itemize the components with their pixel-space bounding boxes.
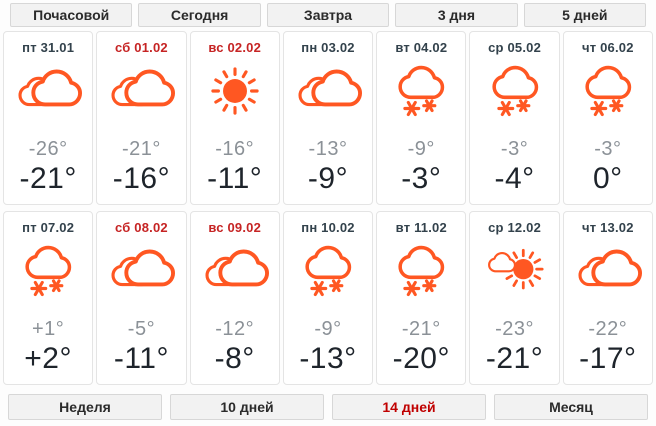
tab-month[interactable]: Месяц [494, 394, 648, 420]
night-temp: -3° [500, 138, 529, 160]
day-card[interactable]: пн 10.02 -9° -13° [282, 211, 374, 385]
weather-icon [106, 245, 176, 297]
day-card-date: пт 31.01 [22, 40, 75, 55]
day-card-date: пт 07.02 [22, 220, 75, 235]
night-temp: +1° [31, 318, 65, 340]
day-card[interactable]: пт 31.01 -26° -21° [3, 31, 94, 205]
weather-icon [200, 245, 270, 297]
day-card[interactable]: пн 03.02 -13° -9° [282, 31, 374, 205]
day-card[interactable]: вт 11.02 -21° -20° [376, 211, 467, 385]
day-card-date: пн 03.02 [301, 40, 355, 55]
night-temp: -9° [407, 138, 435, 160]
day-card[interactable]: сб 01.02 -21° -16° [96, 31, 187, 205]
day-card[interactable]: ср 12.02 -23° -21° [469, 211, 560, 385]
tab-14-days[interactable]: 14 дней [332, 394, 486, 420]
night-temp: -21° [121, 138, 161, 160]
day-temp: -21° [485, 342, 544, 375]
tab-tomorrow[interactable]: Завтра [266, 3, 390, 27]
day-card-date: сб 08.02 [115, 220, 168, 235]
day-card-date: чт 06.02 [582, 40, 634, 55]
night-temp: -16° [215, 138, 255, 160]
tab-5-days[interactable]: 5 дней [523, 3, 647, 27]
weather-icon [106, 65, 176, 117]
weather-icon [386, 65, 456, 117]
tab-hourly[interactable]: Почасовой [10, 3, 133, 27]
day-temp: -9° [307, 162, 349, 195]
night-temp: -3° [594, 138, 622, 160]
tab-3-days[interactable]: 3 дня [395, 3, 518, 27]
weather-icon [293, 65, 363, 117]
weather-icon [13, 245, 83, 297]
day-card[interactable]: вс 02.02 -16° -11° [189, 31, 280, 205]
day-card-date: ср 05.02 [488, 40, 542, 55]
day-card-date: ср 12.02 [488, 220, 542, 235]
night-temp: -9° [314, 318, 342, 340]
bottom-tabbar: Неделя 10 дней 14 дней Месяц [0, 389, 656, 426]
weather-icon [573, 245, 643, 297]
day-temp: 0° [593, 162, 623, 195]
day-card-date: вт 04.02 [395, 40, 448, 55]
day-temp: -21° [19, 162, 77, 195]
day-temp: -3° [401, 162, 442, 195]
weather-icon [573, 65, 643, 117]
tab-today[interactable]: Сегодня [138, 3, 261, 27]
day-card[interactable]: чт 13.02 -22° -17° [562, 211, 653, 385]
weather-icon [13, 65, 83, 117]
top-tabbar: Почасовой Сегодня Завтра 3 дня 5 дней [0, 0, 656, 29]
night-temp: -21° [401, 318, 441, 340]
day-card[interactable]: вт 04.02 -9° -3° [376, 31, 467, 205]
forecast-grid: пт 31.01 -26° -21° сб 01.02 -21° -16° вс… [0, 29, 656, 389]
tab-10-days[interactable]: 10 дней [170, 394, 324, 420]
weather-icon [211, 67, 259, 115]
day-card-date: вс 02.02 [208, 40, 262, 55]
day-temp: -17° [579, 342, 637, 375]
day-card-date: пн 10.02 [301, 220, 355, 235]
weather-icon [480, 245, 550, 297]
tab-week[interactable]: Неделя [8, 394, 162, 420]
night-temp: -5° [127, 318, 156, 340]
day-card-date: сб 01.02 [115, 40, 168, 55]
day-card-date: чт 13.02 [582, 220, 634, 235]
night-temp: -22° [588, 318, 628, 340]
day-card[interactable]: ср 05.02 -3° -4° [469, 31, 560, 205]
day-card[interactable]: чт 06.02 -3° 0° [562, 31, 653, 205]
day-card-date: вт 11.02 [395, 220, 447, 235]
day-temp: +2° [24, 342, 72, 375]
night-temp: -23° [495, 318, 535, 340]
day-temp: -11° [113, 342, 169, 375]
day-card[interactable]: пт 07.02 +1° +2° [3, 211, 94, 385]
day-card[interactable]: вс 09.02 -12° -8° [189, 211, 280, 385]
day-temp: -4° [494, 162, 535, 195]
weather-icon [293, 245, 363, 297]
day-card-date: вс 09.02 [208, 220, 262, 235]
weather-icon [480, 65, 550, 117]
day-temp: -13° [299, 342, 357, 375]
night-temp: -13° [308, 138, 348, 160]
day-temp: -16° [112, 162, 171, 195]
night-temp: -26° [28, 138, 68, 160]
night-temp: -12° [215, 318, 255, 340]
day-temp: -8° [214, 342, 255, 375]
weather-icon [386, 245, 456, 297]
day-temp: -11° [207, 162, 263, 195]
day-temp: -20° [392, 342, 450, 375]
day-card[interactable]: сб 08.02 -5° -11° [96, 211, 187, 385]
